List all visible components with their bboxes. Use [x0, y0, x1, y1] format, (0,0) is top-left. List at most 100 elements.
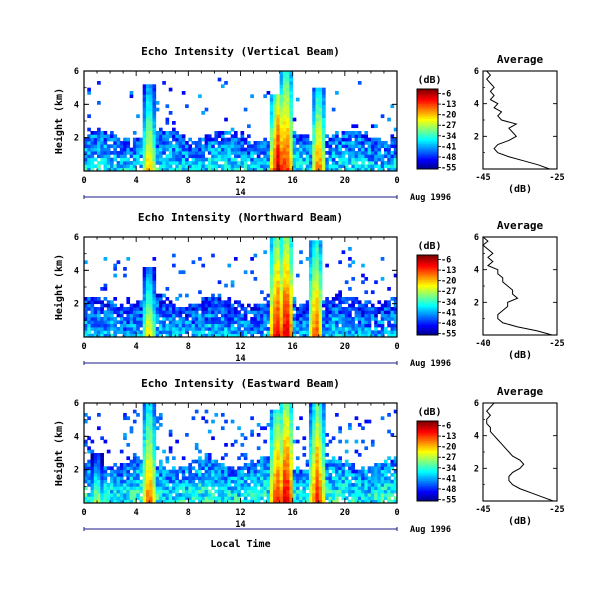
- heatmap-cell: [129, 493, 134, 497]
- colorbar-step: [417, 107, 438, 110]
- heatmap-cell: [312, 111, 316, 115]
- heatmap-cell: [331, 327, 336, 331]
- heatmap-cell: [266, 463, 271, 467]
- heatmap-cell: [230, 469, 235, 474]
- heatmap-cell: [295, 154, 300, 159]
- heatmap-cell: [227, 317, 232, 321]
- heatmap-cell: [185, 483, 189, 487]
- heatmap-cell: [84, 141, 88, 145]
- heatmap-cell: [367, 320, 372, 325]
- colorbar-step: [417, 310, 438, 313]
- heatmap-cell: [308, 473, 313, 477]
- heatmap-cell: [286, 479, 290, 484]
- heatmap-cell: [194, 483, 199, 487]
- heatmap-cell: [387, 469, 391, 474]
- heatmap-cell: [357, 333, 362, 338]
- heatmap-cell: [348, 486, 352, 491]
- heatmap-cell: [315, 416, 320, 421]
- heatmap-cell: [123, 473, 127, 477]
- heatmap-cell: [178, 161, 183, 165]
- heatmap-cell: [318, 104, 323, 109]
- heatmap-cell: [279, 423, 284, 427]
- heatmap-cell: [380, 144, 385, 149]
- heatmap-cell: [318, 436, 323, 441]
- heatmap-cell: [338, 466, 342, 471]
- heatmap-cell: [152, 293, 157, 298]
- heatmap-cell: [253, 157, 258, 162]
- heatmap-cell: [207, 161, 212, 165]
- colorbar-tick-label: -41: [441, 474, 456, 484]
- heatmap-cell: [266, 317, 271, 321]
- heatmap-cell: [123, 463, 127, 467]
- heatmap-cell: [256, 164, 261, 169]
- heatmap-cell: [367, 330, 372, 335]
- heatmap-cell: [338, 164, 342, 169]
- heatmap-cell: [207, 320, 212, 325]
- heatmap-cell: [263, 333, 267, 338]
- heatmap-cell: [90, 310, 95, 315]
- heatmap-cell: [194, 493, 199, 497]
- heatmap-cell: [84, 496, 88, 501]
- heatmap-cell: [374, 327, 378, 331]
- heatmap-cell: [338, 290, 342, 295]
- heatmap-cell: [84, 157, 88, 162]
- heatmap-cell: [152, 323, 157, 328]
- heatmap-cell: [302, 453, 307, 457]
- heatmap-cell: [181, 307, 186, 311]
- heatmap-cell: [178, 486, 183, 491]
- heatmap-cell: [269, 489, 274, 494]
- heatmap-cell: [338, 426, 342, 431]
- heatmap-cell: [269, 449, 274, 454]
- heatmap-cell: [165, 476, 170, 481]
- heatmap-cell: [286, 263, 290, 268]
- heatmap-cell: [233, 164, 238, 169]
- colorbar-tick-label: -34: [441, 298, 456, 308]
- heatmap-cell: [230, 283, 235, 288]
- heatmap-cell: [233, 333, 238, 338]
- heatmap-cell: [110, 333, 114, 338]
- heatmap-cell: [295, 167, 300, 172]
- heatmap-cell: [315, 91, 320, 95]
- average-title: Average: [497, 385, 544, 398]
- heatmap-cell: [224, 317, 228, 321]
- heatmap-cell: [289, 310, 294, 315]
- heatmap-cell: [348, 134, 352, 139]
- heatmap-cell: [279, 243, 284, 248]
- heatmap-cell: [318, 87, 323, 92]
- heatmap-cell: [191, 154, 196, 159]
- heatmap-cell: [377, 489, 382, 494]
- heatmap-cell: [299, 483, 303, 487]
- heatmap-cell: [289, 483, 294, 487]
- heatmap-cell: [315, 453, 320, 457]
- heatmap-cell: [126, 479, 131, 484]
- heatmap-cell: [344, 134, 349, 139]
- heatmap-cell: [100, 137, 104, 142]
- heatmap-cell: [214, 496, 219, 501]
- heatmap-cell: [312, 327, 316, 331]
- heatmap-cell: [295, 486, 300, 491]
- heatmap-cell: [269, 486, 274, 491]
- heatmap-cell: [214, 466, 219, 471]
- heatmap-cell: [93, 476, 98, 481]
- heatmap-cell: [142, 114, 147, 119]
- heatmap-cell: [152, 117, 157, 122]
- heatmap-cell: [142, 459, 147, 464]
- heatmap-cell: [387, 154, 391, 159]
- heatmap-cell: [328, 476, 333, 481]
- heatmap-cell: [354, 483, 359, 487]
- heatmap-cell: [328, 151, 333, 155]
- heatmap-cell: [276, 270, 281, 275]
- heatmap-cell: [318, 446, 323, 451]
- heatmap-cell: [172, 333, 176, 338]
- heatmap-cell: [273, 161, 277, 165]
- heatmap-cell: [361, 333, 365, 338]
- heatmap-cell: [335, 164, 339, 169]
- heatmap-cell: [273, 313, 277, 318]
- heatmap-cell: [185, 151, 189, 155]
- heatmap-cell: [194, 409, 199, 414]
- heatmap-cell: [286, 459, 290, 464]
- heatmap-cell: [139, 473, 144, 477]
- heatmap-cell: [335, 483, 339, 487]
- heatmap-cell: [224, 137, 228, 142]
- heatmap-cell: [93, 310, 98, 315]
